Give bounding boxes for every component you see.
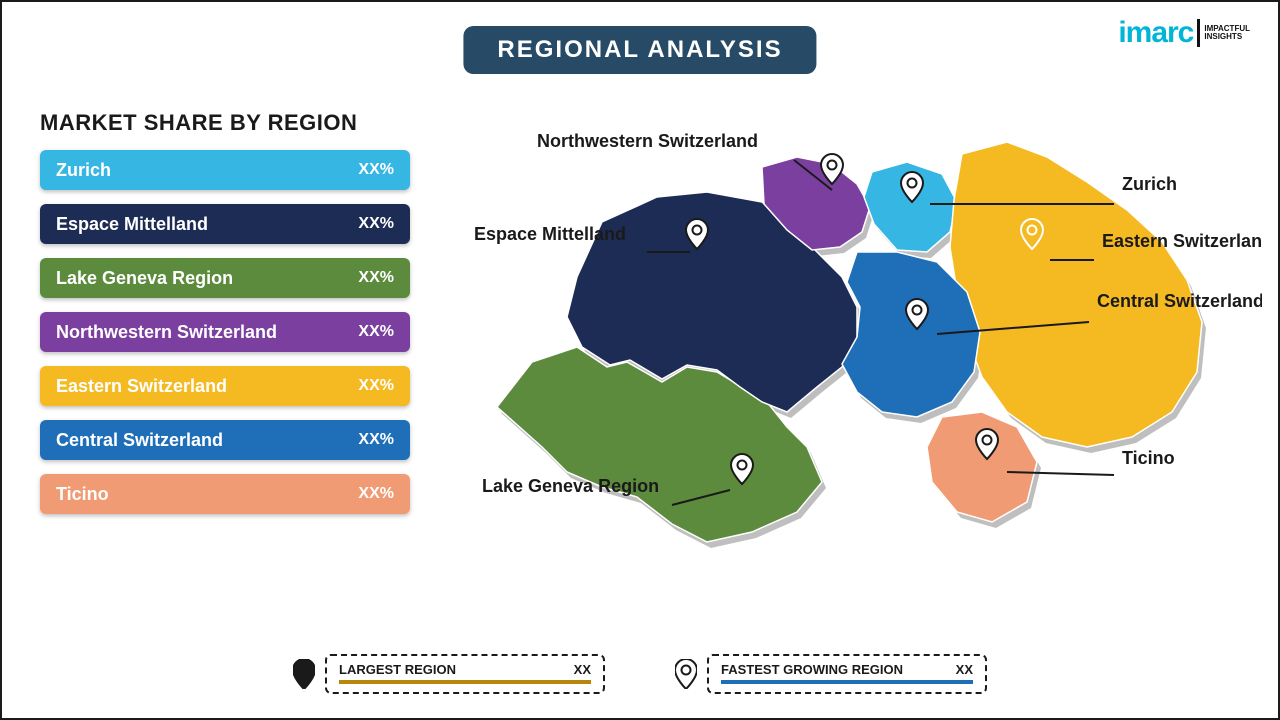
market-share-panel: MARKET SHARE BY REGION ZurichXX%Espace M… [40, 110, 410, 528]
bar-value: XX% [358, 485, 394, 503]
bar-value: XX% [358, 431, 394, 449]
bar-label: Zurich [56, 160, 111, 181]
legend-label: LARGEST REGION [339, 662, 456, 677]
map-label: Northwestern Switzerland [537, 131, 758, 151]
logo-text: imarc [1118, 16, 1193, 50]
logo-tagline: IMPACTFUL INSIGHTS [1204, 25, 1250, 41]
bar-label: Eastern Switzerland [56, 376, 227, 397]
page-title: REGIONAL ANALYSIS [463, 26, 816, 74]
bar-label: Ticino [56, 484, 109, 505]
switzerland-map: Northwestern Switzerland Espace Mittellan… [462, 112, 1262, 592]
map-label: Central Switzerland [1097, 291, 1262, 311]
legend-box-largest: LARGEST REGION XX [325, 654, 605, 694]
region-bar-1: Espace Mittelland XX% [40, 204, 410, 244]
region-bar-2: Lake Geneva Region XX% [40, 258, 410, 298]
legend-value: XX [574, 662, 591, 677]
legend-label: FASTEST GROWING REGION [721, 662, 903, 677]
bar-label: Espace Mittelland [56, 214, 208, 235]
map-label: Zurich [1122, 174, 1177, 194]
bar-label: Lake Geneva Region [56, 268, 233, 289]
infographic-frame: REGIONAL ANALYSIS imarc IMPACTFUL INSIGH… [0, 0, 1280, 720]
pin-icon [675, 659, 697, 689]
bar-label: Central Switzerland [56, 430, 223, 451]
legend-fastest: FASTEST GROWING REGION XX [675, 654, 987, 694]
logo-divider [1197, 19, 1200, 47]
bar-value: XX% [358, 377, 394, 395]
map-label: Espace Mittelland [474, 224, 626, 244]
region-bar-6: Ticino XX% [40, 474, 410, 514]
legend-value: XX [956, 662, 973, 677]
bar-value: XX% [358, 323, 394, 341]
region-bar-5: Central Switzerland XX% [40, 420, 410, 460]
legend-largest: LARGEST REGION XX [293, 654, 605, 694]
bar-value: XX% [358, 269, 394, 287]
brand-logo: imarc IMPACTFUL INSIGHTS [1118, 16, 1250, 50]
legend-box-fastest: FASTEST GROWING REGION XX [707, 654, 987, 694]
panel-heading: MARKET SHARE BY REGION [40, 110, 410, 136]
map-label: Lake Geneva Region [482, 476, 659, 496]
bar-label: Northwestern Switzerland [56, 322, 277, 343]
legend: LARGEST REGION XX FASTEST GROWING REGION… [293, 654, 987, 694]
legend-underline [721, 680, 973, 684]
map-svg: Northwestern Switzerland Espace Mittellan… [462, 112, 1262, 592]
region-bar-0: Zurich XX% [40, 150, 410, 190]
pin-icon [293, 659, 315, 689]
map-label: Eastern Switzerland [1102, 231, 1262, 251]
region-ticino [927, 412, 1037, 522]
region-bar-3: Northwestern Switzerland XX% [40, 312, 410, 352]
map-label: Ticino [1122, 448, 1175, 468]
bar-value: XX% [358, 161, 394, 179]
legend-underline [339, 680, 591, 684]
bar-value: XX% [358, 215, 394, 233]
region-bar-4: Eastern Switzerland XX% [40, 366, 410, 406]
